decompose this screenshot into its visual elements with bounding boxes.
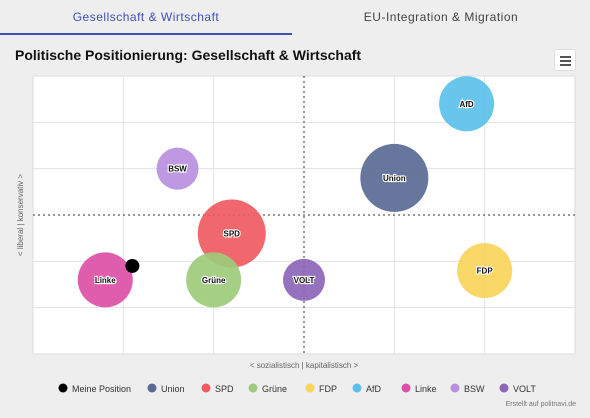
credit-text: Erstellt auf politnavi.de [505, 401, 576, 408]
point-volt[interactable] [283, 258, 325, 301]
legend-marker-linke [401, 383, 411, 393]
point-union[interactable] [360, 143, 429, 212]
point-label-volt: VOLT [294, 276, 315, 285]
point-afd[interactable] [439, 76, 495, 132]
y-axis-label: < liberal | konservativ > [16, 174, 25, 256]
point-label-bsw: BSW [168, 165, 187, 174]
legend-marker-afd [352, 383, 362, 393]
legend-item-afd[interactable]: AfD [366, 384, 382, 394]
legend-item-linke[interactable]: Linke [415, 384, 437, 394]
point-label-spd: SPD [224, 230, 241, 239]
legend-marker-volt [499, 383, 509, 393]
legend-marker-fdp [305, 383, 315, 393]
legend-marker-bsw [450, 383, 460, 393]
point-meine-position[interactable] [125, 258, 140, 273]
legend-marker-meine-position [58, 383, 68, 393]
chart-title: Politische Positionierung: Gesellschaft … [15, 47, 362, 63]
point-spd[interactable] [197, 199, 266, 268]
point-grüne[interactable] [186, 252, 242, 308]
legend-item-spd[interactable]: SPD [215, 384, 234, 394]
point-label-afd: AfD [459, 100, 473, 109]
point-label-fdp: FDP [477, 267, 494, 276]
legend-item-fdp[interactable]: FDP [319, 384, 337, 394]
x-axis-label: < sozialistisch | kapitalistisch > [250, 361, 359, 370]
point-label-grüne: Grüne [202, 276, 226, 285]
tab-gesellschaft-wirtschaft[interactable]: Gesellschaft & Wirtschaft [0, 0, 292, 35]
point-linke[interactable] [77, 252, 133, 308]
tab-bar: Gesellschaft & Wirtschaft EU-Integration… [0, 0, 590, 35]
legend-marker-union [147, 383, 157, 393]
point-bsw[interactable] [156, 147, 199, 190]
legend-item-grüne[interactable]: Grüne [262, 384, 287, 394]
legend-item-bsw[interactable]: BSW [464, 384, 485, 394]
legend-item-volt[interactable]: VOLT [513, 384, 536, 394]
legend-item-union[interactable]: Union [161, 384, 185, 394]
legend-marker-grüne [248, 383, 258, 393]
point-label-linke: Linke [95, 276, 116, 285]
legend: Meine Position Union SPD Grüne FDP AfD Linke BS… [58, 383, 536, 394]
legend-item-meine-position[interactable]: Meine Position [72, 384, 131, 394]
menu-icon-line [560, 56, 571, 58]
data-points: Union SPD Grüne FDP AfD Linke BSW VOLT [77, 76, 513, 308]
point-fdp[interactable] [457, 243, 513, 299]
menu-icon-line [560, 64, 571, 66]
chart-menu-button[interactable] [554, 49, 576, 71]
tab-eu-integration-migration[interactable]: EU-Integration & Migration [292, 0, 590, 35]
legend-marker-spd [201, 383, 211, 393]
menu-icon-line [560, 60, 571, 62]
point-label-union: Union [383, 174, 406, 183]
